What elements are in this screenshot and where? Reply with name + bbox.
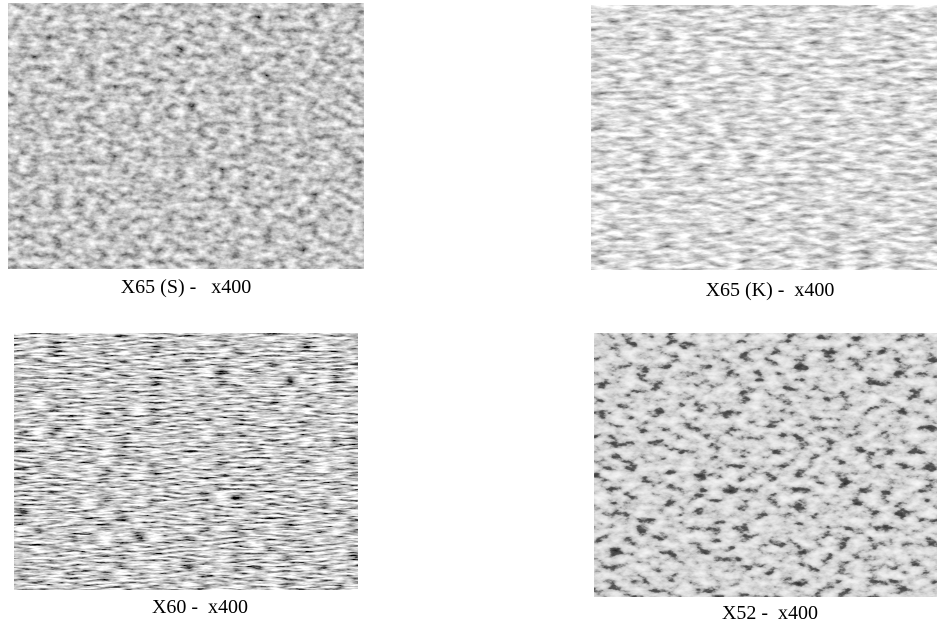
- caption: X65 (S) - x400: [121, 276, 252, 298]
- caption: X60 - x400: [152, 596, 248, 618]
- caption: X52 - x400: [722, 602, 818, 624]
- micrograph-texture: [14, 333, 358, 590]
- micrograph: [591, 5, 937, 270]
- micrograph-texture: [594, 333, 937, 597]
- caption: X65 (K) - x400: [706, 279, 835, 301]
- micrograph: [594, 333, 937, 597]
- page: X65 (S) - x400 X65 (K) - x400 X60 - x400…: [0, 0, 938, 628]
- micrograph-texture: [8, 3, 364, 269]
- micrograph-texture: [591, 5, 937, 270]
- micrograph: [14, 333, 358, 590]
- micrograph: [8, 3, 364, 269]
